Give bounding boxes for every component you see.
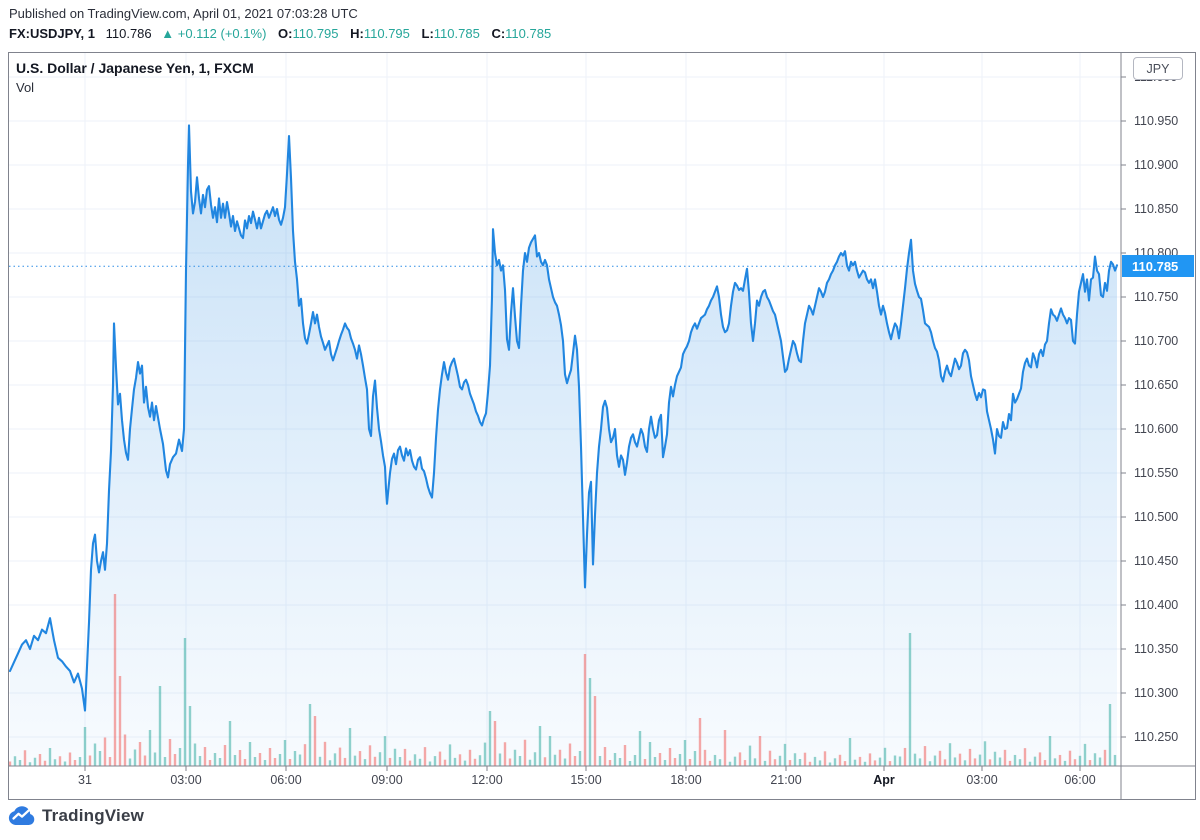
price-tick-label: 110.550 <box>1134 466 1179 480</box>
footer: TradingView <box>8 805 144 826</box>
time-tick-label: 12:00 <box>471 773 503 787</box>
time-tick-label: 06:00 <box>270 773 302 787</box>
chart-canvas[interactable] <box>9 53 1195 799</box>
price-tick-label: 110.850 <box>1134 202 1179 216</box>
price-tick-label: 110.450 <box>1134 554 1179 568</box>
time-tick-label: Apr <box>873 773 895 787</box>
tradingview-logo-icon[interactable] <box>8 805 36 826</box>
price-tick-label: 110.950 <box>1134 114 1179 128</box>
price-tick-label: 110.400 <box>1134 598 1179 612</box>
time-tick-label: 06:00 <box>1064 773 1096 787</box>
close-value: 110.785 <box>505 26 552 41</box>
time-axis[interactable]: 31 03:00 06:00 09:00 12:00 15:00 18:00 21:00 Apr… <box>9 766 1121 799</box>
price-tick-label: 110.900 <box>1134 158 1179 172</box>
high-value: 110.795 <box>363 26 410 41</box>
volume-indicator-label: Vol <box>16 80 35 95</box>
time-tick-label: 09:00 <box>371 773 403 787</box>
time-tick-label: 31 <box>78 773 92 787</box>
open-label: O: <box>278 26 293 41</box>
price-tick-label: 110.700 <box>1134 334 1179 348</box>
time-tick-label: 21:00 <box>770 773 802 787</box>
time-tick-label: 18:00 <box>670 773 702 787</box>
time-tick-label: 03:00 <box>170 773 202 787</box>
high-label: H: <box>350 26 364 41</box>
time-tick-label: 03:00 <box>966 773 998 787</box>
low-label: L: <box>421 26 434 41</box>
open-value: 110.795 <box>292 26 339 41</box>
price-tick-label: 110.300 <box>1134 686 1179 700</box>
currency-unit-badge[interactable]: JPY <box>1133 57 1183 80</box>
chart-widget: U.S. Dollar / Japanese Yen, 1, FXCM Vol … <box>8 52 1196 800</box>
price-tick-label: 110.750 <box>1134 290 1179 304</box>
close-label: C: <box>491 26 506 41</box>
time-tick-label: 15:00 <box>570 773 602 787</box>
price-tick-label: 110.500 <box>1134 510 1179 524</box>
price-tick-label: 110.350 <box>1134 642 1179 656</box>
quote-bar: FX:USDJPY, 1 110.786 ▲ +0.112 (+0.1%) O:… <box>9 26 551 41</box>
current-price-badge: 110.785 <box>1122 255 1194 278</box>
last-price: 110.786 <box>105 26 152 41</box>
low-value: 110.785 <box>433 26 480 41</box>
price-change: ▲ +0.112 (+0.1%) <box>161 26 267 41</box>
price-tick-label: 110.650 <box>1134 378 1179 392</box>
price-tick-label: 110.250 <box>1134 730 1179 744</box>
chart-title: U.S. Dollar / Japanese Yen, 1, FXCM <box>16 60 254 76</box>
symbol-label: FX:USDJPY, 1 <box>9 26 95 41</box>
published-line: Published on TradingView.com, April 01, … <box>9 6 358 21</box>
brand-wordmark[interactable]: TradingView <box>42 805 145 825</box>
price-tick-label: 110.600 <box>1134 422 1179 436</box>
price-axis[interactable]: 111.000110.950110.900110.850110.800110.7… <box>1121 53 1195 766</box>
